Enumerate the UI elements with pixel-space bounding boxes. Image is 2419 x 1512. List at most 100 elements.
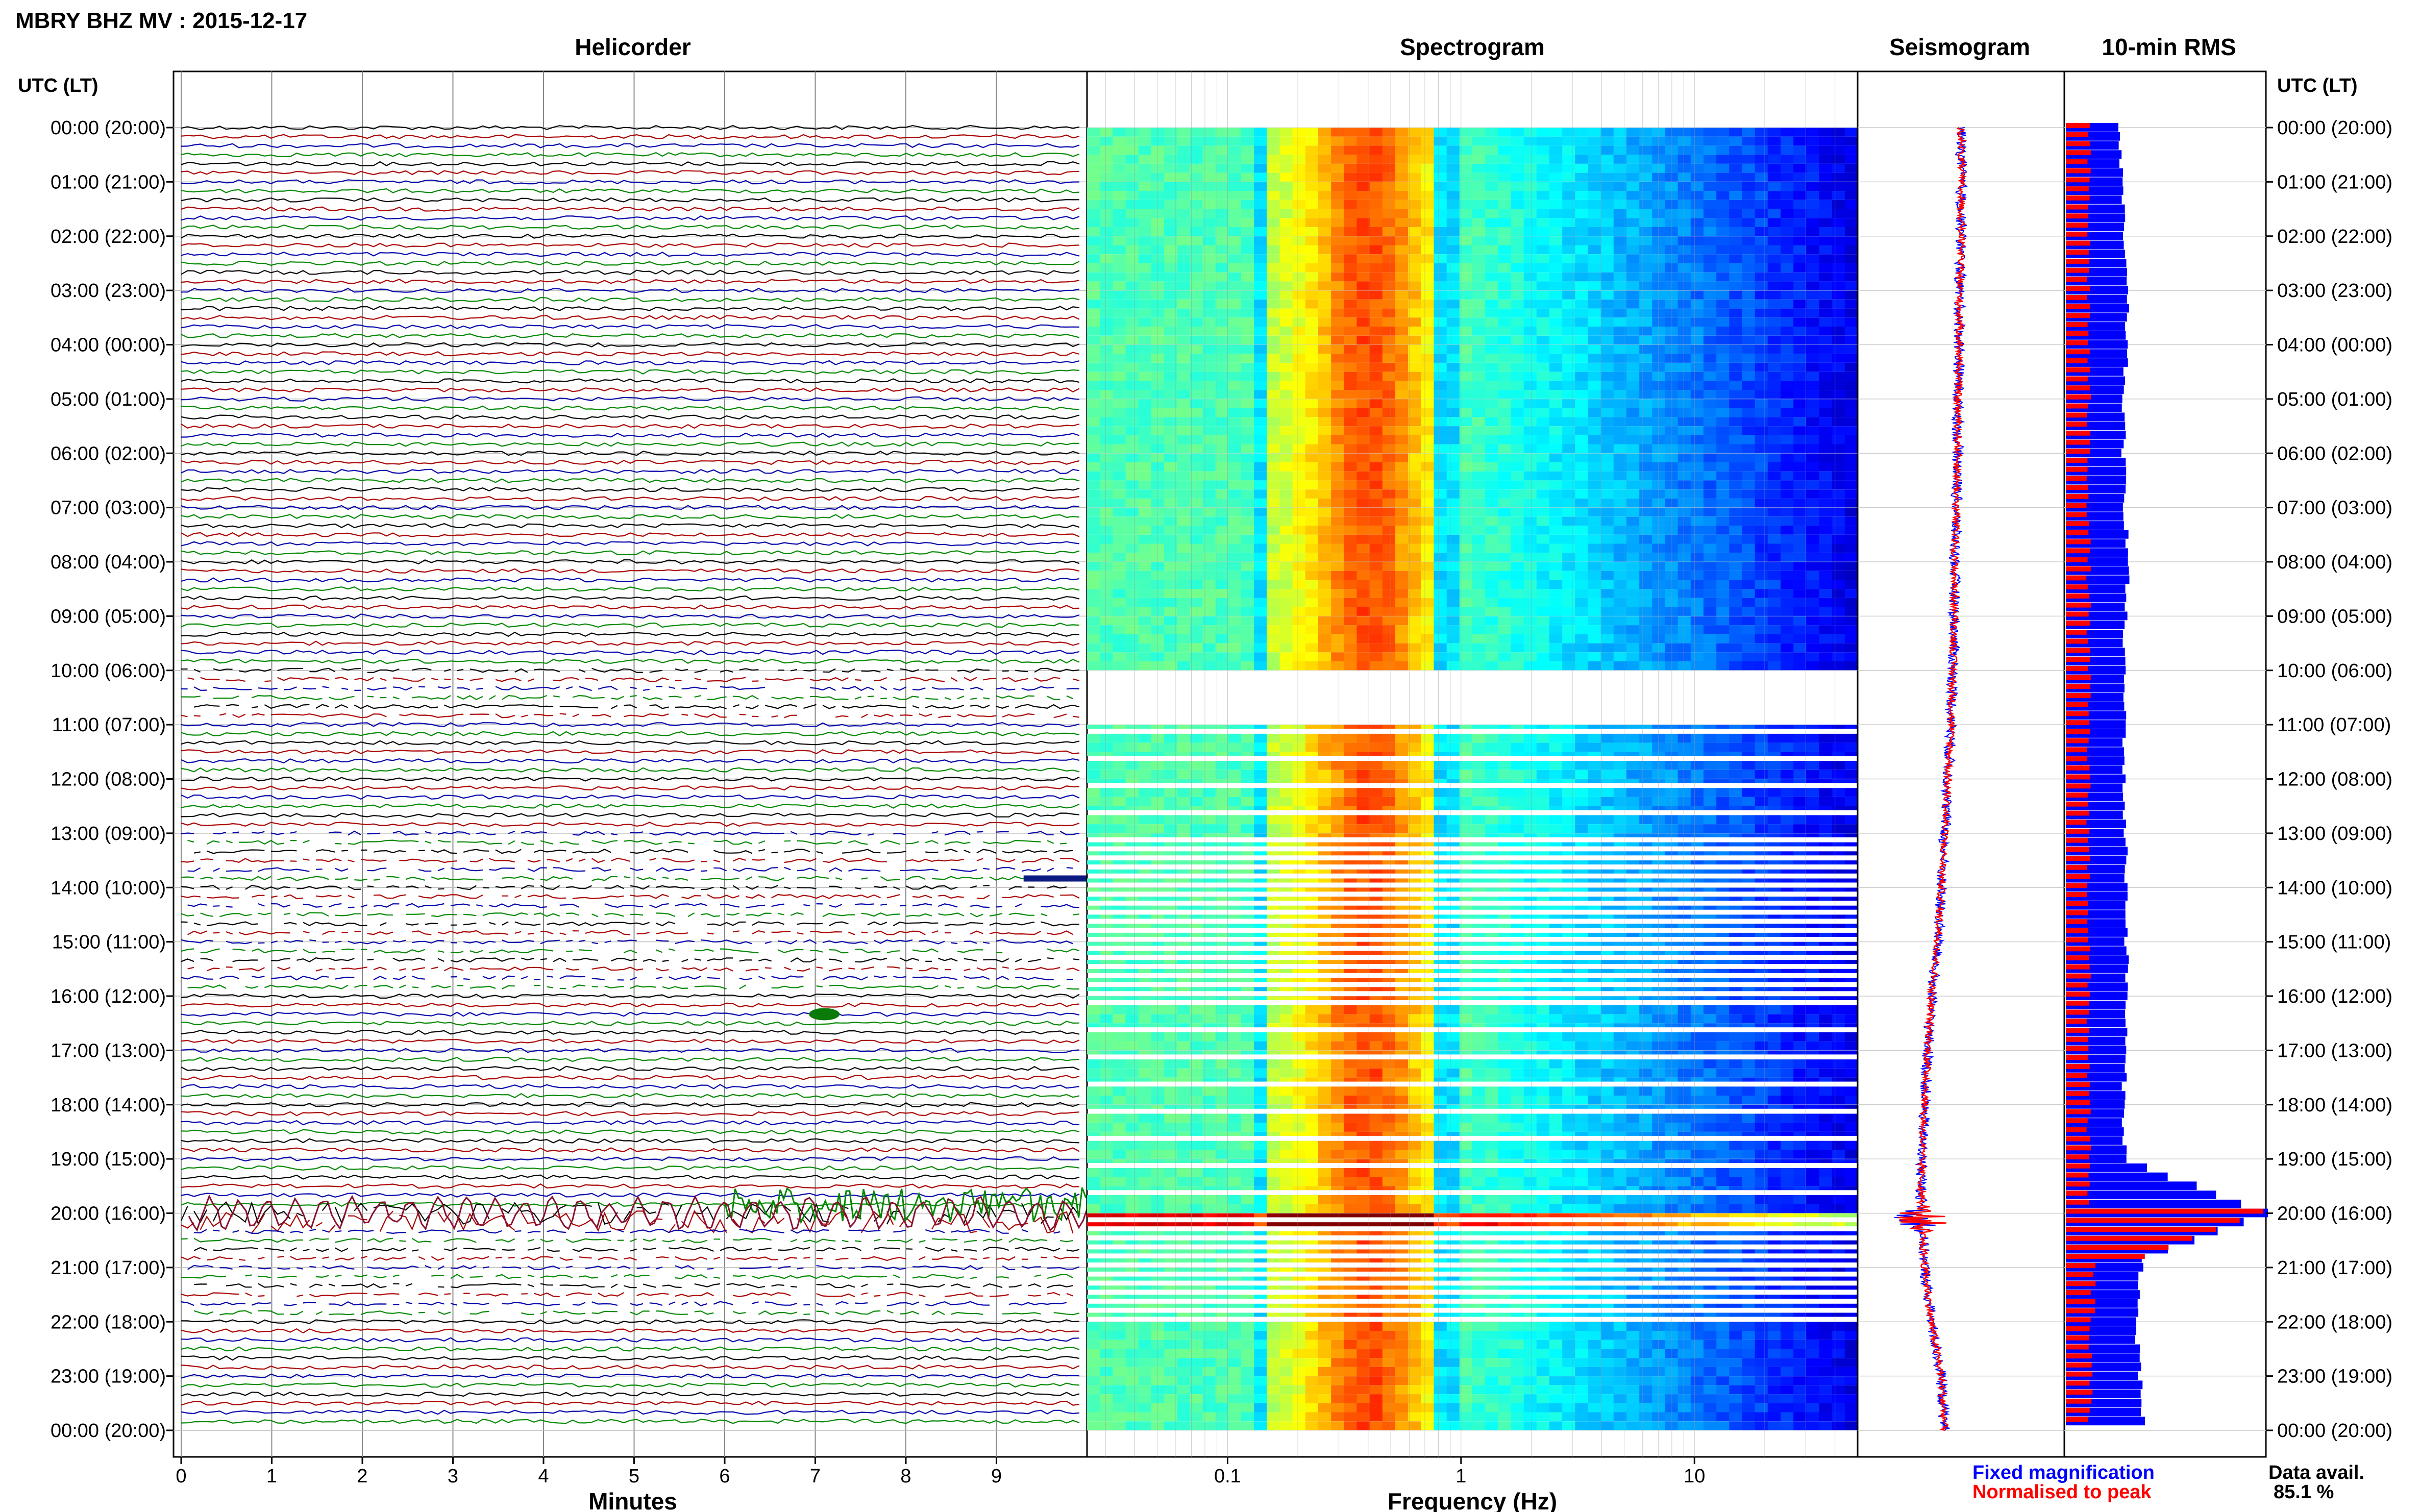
spectrogram-cell — [1523, 155, 1537, 164]
spectrogram-cell — [1626, 327, 1640, 336]
spectrogram-cell — [1600, 842, 1614, 847]
spectrogram-cell — [1588, 833, 1601, 837]
spectrogram-cell — [1113, 598, 1126, 607]
spectrogram-cell — [1781, 516, 1794, 526]
spectrogram-cell — [1755, 634, 1768, 643]
spectrogram-cell — [1356, 643, 1370, 653]
spectrogram-cell — [1279, 145, 1293, 155]
spectrogram-cell — [1613, 145, 1627, 155]
spectrogram-cell — [1652, 290, 1666, 300]
time-axis-label-left: UTC (LT) — [18, 75, 98, 96]
spectrogram-cell — [1806, 245, 1820, 255]
spectrogram-cell — [1549, 390, 1563, 399]
spectrogram-cell — [1087, 571, 1100, 580]
spectrogram-cell — [1793, 145, 1807, 155]
spectrogram-cell — [1331, 128, 1344, 137]
spectrogram-cell — [1177, 507, 1190, 517]
spectrogram-cell — [1138, 128, 1152, 137]
spectrogram-cell — [1279, 136, 1293, 146]
spectrogram-cell — [1485, 534, 1498, 544]
spectrogram-cell — [1138, 788, 1152, 797]
spectrogram-cell — [1279, 462, 1293, 472]
spectrogram-cell — [1639, 661, 1652, 671]
spectrogram-cell — [1600, 182, 1614, 191]
spectrogram-cell — [1729, 571, 1743, 580]
spectrogram-cell — [1690, 742, 1704, 752]
spectrogram-cell — [1844, 553, 1858, 562]
spectrogram-cell — [1600, 824, 1614, 833]
spectrogram-cell — [1113, 733, 1126, 743]
spectrogram-cell — [1434, 254, 1447, 263]
spectrogram-cell — [1819, 598, 1833, 607]
spectrogram-cell — [1138, 191, 1152, 200]
spectrogram-cell — [1511, 824, 1524, 833]
spectrogram-cell — [1087, 779, 1100, 783]
spectrogram-cell — [1588, 742, 1601, 752]
helicorder-trace — [181, 242, 1080, 248]
spectrogram-cell — [1434, 643, 1447, 653]
spectrogram-cell — [1639, 589, 1652, 598]
spectrogram-cell — [1549, 444, 1563, 454]
spectrogram-cell — [1652, 797, 1666, 806]
spectrogram-cell — [1267, 625, 1280, 634]
spectrogram-cell — [1677, 607, 1691, 616]
spectrogram-cell — [1832, 218, 1845, 227]
spectrogram-cell — [1267, 290, 1280, 300]
spectrogram-cell — [1344, 299, 1357, 309]
spectrogram-cell — [1485, 589, 1498, 598]
helicorder-trace — [181, 152, 1080, 158]
spectrogram-cell — [1459, 128, 1473, 137]
spectrogram-cell — [1677, 254, 1691, 263]
spectrogram-cell — [1318, 363, 1331, 372]
spectrogram-cell — [1742, 851, 1756, 856]
spectrogram-cell — [1202, 335, 1216, 345]
spectrogram-cell — [1781, 371, 1794, 381]
spectrogram-cell — [1639, 145, 1652, 155]
spectrogram-cell — [1549, 272, 1563, 282]
spectrogram-cell — [1305, 408, 1319, 417]
spectrogram-cell — [1164, 860, 1177, 865]
spectrogram-cell — [1613, 725, 1627, 729]
spectrogram-cell — [1536, 625, 1550, 634]
spectrogram-cell — [1729, 634, 1743, 643]
spectrogram-cell — [1267, 571, 1280, 580]
spectrogram-cell — [1793, 788, 1807, 797]
spectrogram-cell — [1806, 128, 1820, 137]
spectrogram-cell — [1498, 399, 1512, 408]
spectrogram-cell — [1318, 417, 1331, 426]
spectrogram-cell — [1369, 227, 1383, 236]
spectrogram-cell — [1318, 308, 1331, 318]
spectrogram-cell — [1613, 182, 1627, 191]
spectrogram-cell — [1498, 371, 1512, 381]
spectrogram-cell — [1125, 725, 1139, 729]
spectrogram-cell — [1781, 435, 1794, 444]
spectrogram-cell — [1588, 725, 1601, 729]
spectrogram-cell — [1305, 245, 1319, 255]
spectrogram-cell — [1472, 272, 1486, 282]
spectrogram-cell — [1164, 344, 1177, 354]
spectrogram-cell — [1369, 643, 1383, 653]
spectrogram-cell — [1485, 634, 1498, 643]
spectrogram-cell — [1421, 562, 1435, 571]
spectrogram-cell — [1369, 851, 1383, 856]
spectrogram-cell — [1228, 878, 1242, 883]
spectrogram-cell — [1279, 444, 1293, 454]
spectrogram-cell — [1729, 562, 1743, 571]
spectrogram-cell — [1241, 245, 1254, 255]
spectrogram-cell — [1241, 209, 1254, 218]
spectrogram-cell — [1241, 733, 1254, 743]
spectrogram-cell — [1588, 308, 1601, 318]
spectrogram-cell — [1408, 363, 1421, 372]
spectrogram-cell — [1164, 191, 1177, 200]
spectrogram-cell — [1344, 399, 1357, 408]
spectrogram-cell — [1318, 815, 1331, 825]
spectrogram-cell — [1344, 344, 1357, 354]
spectrogram-cell — [1588, 435, 1601, 444]
spectrogram-cell — [1523, 209, 1537, 218]
spectrogram-cell — [1600, 145, 1614, 155]
spectrogram-cell — [1767, 272, 1781, 282]
spectrogram-cell — [1267, 562, 1280, 571]
spectrogram-cell — [1613, 308, 1627, 318]
spectrogram-cell — [1639, 553, 1652, 562]
spectrogram-cell — [1523, 462, 1537, 472]
